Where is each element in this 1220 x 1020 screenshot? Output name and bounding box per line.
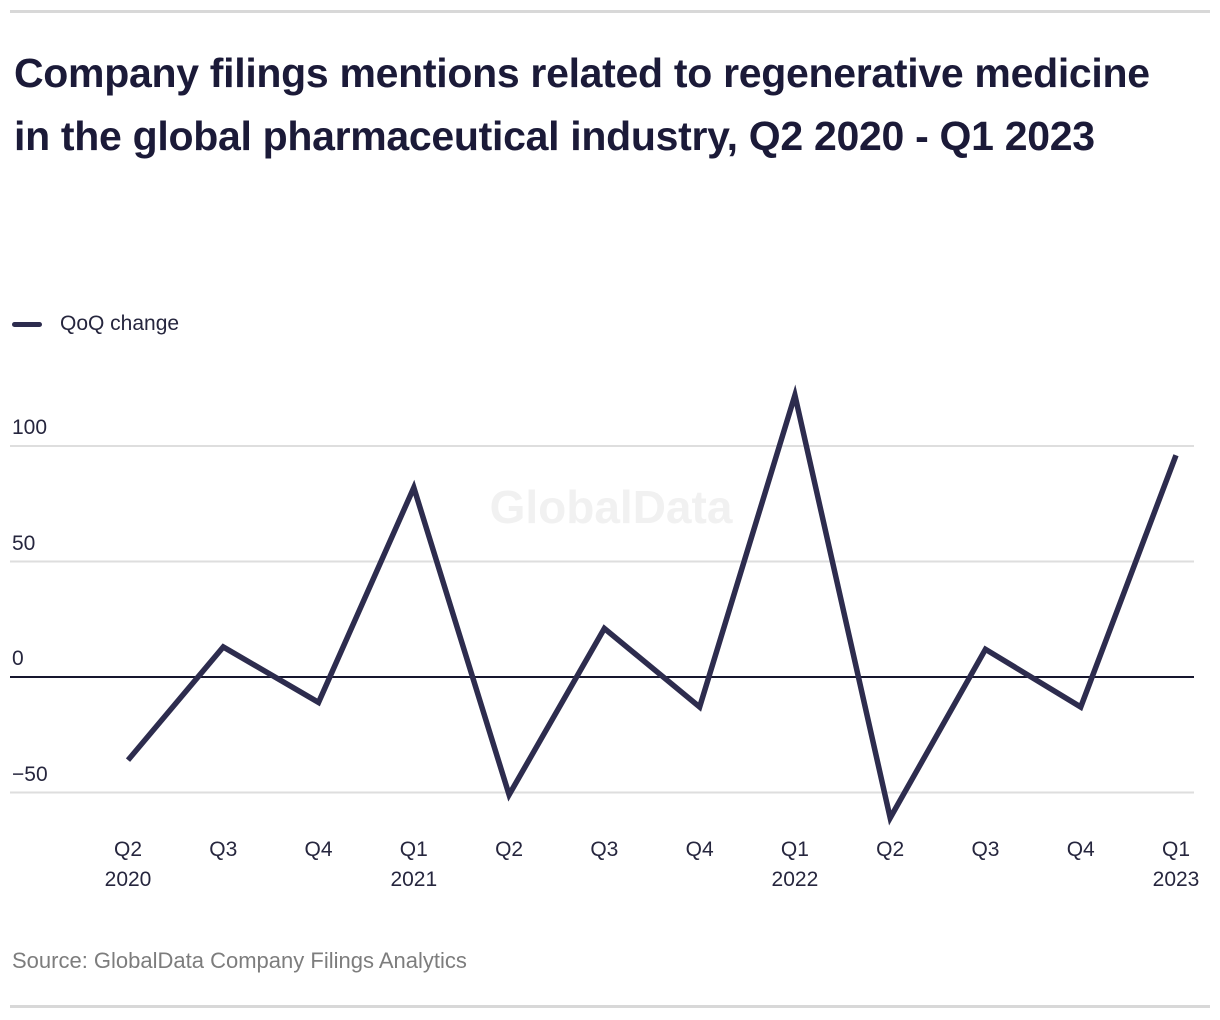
x-tick-label: Q4: [685, 838, 714, 861]
chart-title: Company filings mentions related to rege…: [14, 50, 1150, 159]
watermark: GlobalData: [489, 481, 733, 533]
x-tick-label: Q1: [780, 838, 809, 861]
legend-line-swatch: [12, 321, 42, 327]
y-tick-label: 0: [12, 647, 24, 670]
x-tick-label: Q3: [209, 838, 238, 861]
y-tick-label: 100: [12, 416, 48, 439]
bottom-divider: [10, 1005, 1210, 1008]
x-tick-label: Q4: [1066, 838, 1095, 861]
source-note: Source: GlobalData Company Filings Analy…: [12, 948, 467, 973]
x-tick-label: Q3: [971, 838, 1000, 861]
x-tick-year: 2023: [1152, 868, 1200, 891]
x-tick-label: Q1: [399, 838, 428, 861]
y-tick-label: 50: [12, 531, 36, 555]
top-divider: [10, 10, 1210, 13]
legend: QoQ change: [12, 310, 179, 338]
qoq-change-line: [125, 384, 1179, 826]
x-tick-label: Q2: [113, 838, 143, 861]
x-tick-label: Q2: [876, 838, 905, 861]
y-tick-label: −50: [12, 762, 48, 786]
x-tick-year: 2020: [104, 868, 152, 891]
legend-label: QoQ change: [60, 312, 180, 335]
x-tick-label: Q2: [495, 838, 524, 861]
x-tick-label: Q1: [1161, 838, 1191, 861]
x-tick-label: Q4: [304, 838, 333, 861]
x-tick-year: 2021: [390, 868, 438, 891]
x-tick-year: 2022: [771, 868, 819, 891]
x-tick-label: Q3: [590, 838, 619, 861]
